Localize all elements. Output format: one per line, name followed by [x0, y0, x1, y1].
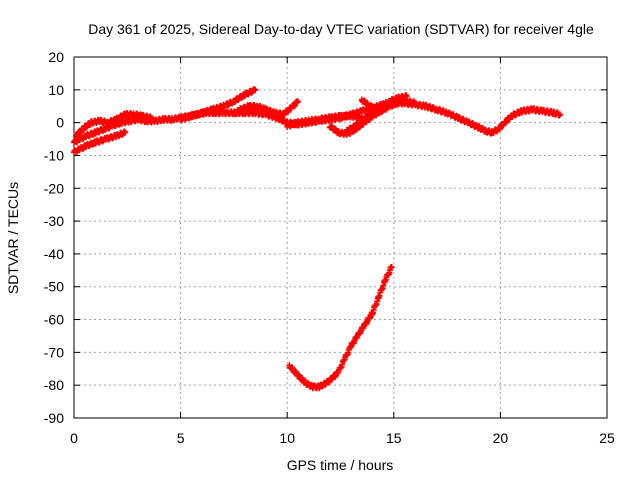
plot-frame [73, 56, 608, 419]
y-tick-label: -40 [44, 246, 64, 262]
data-points [71, 86, 564, 392]
series-group [358, 96, 389, 114]
y-tick-label: -50 [44, 279, 64, 295]
data-point [147, 114, 154, 121]
y-tick-label: -30 [44, 213, 64, 229]
chart-title: Day 361 of 2025, Sidereal Day-to-day VTE… [88, 21, 594, 37]
data-point [122, 129, 129, 136]
y-tick-label: -70 [44, 344, 64, 360]
series-group [230, 98, 301, 119]
data-point [403, 93, 410, 100]
series-group [286, 264, 395, 392]
x-tick-label: 5 [177, 430, 185, 446]
data-point [382, 104, 389, 111]
x-tick-label: 25 [599, 430, 615, 446]
x-axis-label: GPS time / hours [287, 457, 394, 473]
x-tick-label: 20 [493, 430, 509, 446]
y-tick-label: -10 [44, 147, 64, 163]
y-tick-label: -80 [44, 377, 64, 393]
data-point [294, 98, 301, 105]
y-tick-label: 20 [48, 49, 64, 65]
data-point [412, 99, 419, 106]
y-tick-label: -20 [44, 180, 64, 196]
x-tick-label: 0 [70, 430, 78, 446]
grid-lines [74, 57, 607, 418]
data-point [252, 86, 259, 93]
data-point [358, 114, 365, 121]
y-tick-label: 10 [48, 82, 64, 98]
data-point [557, 111, 564, 118]
y-tick-label: 0 [56, 115, 64, 131]
series-group [71, 128, 129, 156]
data-point [388, 264, 395, 271]
x-tick-label: 10 [279, 430, 295, 446]
y-axis-label: SDTVAR / TECUs [5, 182, 21, 294]
series-group [73, 109, 154, 140]
y-tick-label: -60 [44, 312, 64, 328]
x-tick-label: 15 [386, 430, 402, 446]
y-tick-label: -90 [44, 410, 64, 426]
axis-ticks: 0 5 10 15 20 25 20 10 0 -10 -20 -30 -40 -50 -60 -70 -80 -… [44, 49, 615, 446]
series-group [177, 86, 259, 124]
series-group [284, 111, 365, 130]
